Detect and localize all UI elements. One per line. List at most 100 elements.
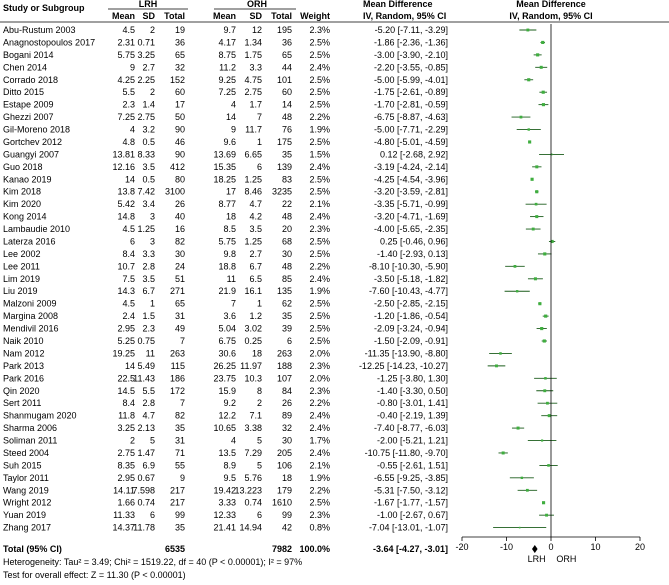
sd1-cell: 2 bbox=[150, 87, 155, 97]
point-estimate bbox=[545, 513, 548, 517]
study-name: Shanmugam 2020 bbox=[3, 411, 77, 421]
total2-cell: 195 bbox=[277, 25, 292, 35]
group2-header: ORH bbox=[247, 0, 267, 9]
study-name: Qin 2020 bbox=[3, 386, 40, 396]
weight-cell: 2.5% bbox=[309, 100, 330, 110]
sd1-cell: 2.13 bbox=[137, 423, 155, 433]
mean1-header: Mean bbox=[112, 11, 135, 21]
md-ci-cell: -6.75 [-8.87, -4.63] bbox=[374, 112, 448, 122]
mean1-cell: 2.95 bbox=[117, 324, 135, 334]
study-name: Mendivil 2016 bbox=[3, 324, 59, 334]
sd2-cell: 1 bbox=[257, 299, 262, 309]
weight-cell: 2.5% bbox=[309, 336, 330, 346]
md-ci-cell: -0.80 [-3.01, 1.41] bbox=[377, 398, 448, 408]
md-ci-cell: -0.55 [-2.61, 1.51] bbox=[377, 460, 448, 470]
mean2-cell: 18.25 bbox=[213, 174, 236, 184]
table-row: Nam 2012 19.25 11 263 30.6 18 263 2.0% -11.35 [-… bbox=[3, 348, 448, 358]
sd2-cell: 3.5 bbox=[249, 224, 262, 234]
table-row: Steed 2004 2.75 1.47 71 13.5 7.29 205 2.4% -10.7… bbox=[3, 448, 448, 458]
weight-cell: 2.2% bbox=[309, 398, 330, 408]
table-row: Yuan 2019 11.33 6 99 12.33 6 99 2.3% -1.00 [-2.6… bbox=[3, 510, 448, 520]
weight-cell: 1.9% bbox=[309, 286, 330, 296]
sd2-cell: 2.7 bbox=[249, 249, 262, 259]
mean2-cell: 26.25 bbox=[213, 361, 236, 371]
sd2-cell: 8.46 bbox=[244, 187, 262, 197]
mean1-cell: 4.25 bbox=[117, 75, 135, 85]
sd2-cell: 7 bbox=[257, 112, 262, 122]
md-ci-cell: -3.00 [-3.90, -2.10] bbox=[374, 50, 448, 60]
study-name: Ditto 2015 bbox=[3, 87, 44, 97]
mean2-cell: 9.7 bbox=[223, 25, 236, 35]
weight-header: Weight bbox=[300, 11, 330, 21]
mean2-cell: 14 bbox=[226, 112, 236, 122]
mean2-cell: 10.65 bbox=[213, 423, 236, 433]
md-ci-cell: -1.75 [-2.61, -0.89] bbox=[374, 87, 448, 97]
mean1-cell: 2.75 bbox=[117, 448, 135, 458]
table-row: Lee 2002 8.4 3.3 30 9.8 2.7 30 2.5% -1.40 [-2.93… bbox=[3, 249, 448, 259]
study-name: Lee 2011 bbox=[3, 261, 40, 271]
total2-cell: 30 bbox=[282, 249, 292, 259]
mean1-cell: 19.25 bbox=[112, 348, 135, 358]
sd2-cell: 6 bbox=[257, 162, 262, 172]
total2-cell: 32 bbox=[282, 423, 292, 433]
total1-cell: 30 bbox=[175, 249, 185, 259]
point-estimate bbox=[535, 190, 539, 194]
sd1-cell: 11 bbox=[146, 348, 155, 358]
study-name: Anagnostopoulos 2017 bbox=[3, 37, 95, 47]
point-estimate bbox=[536, 53, 540, 57]
total1-cell: 65 bbox=[175, 50, 185, 60]
weight-cell: 2.0% bbox=[309, 373, 330, 383]
x-tick-label: -10 bbox=[500, 542, 513, 552]
md-ci-cell: -5.31 [-7.50, -3.12] bbox=[374, 485, 448, 495]
table-row: Guo 2018 12.16 3.5 412 15.35 6 139 2.4% -3.19 [-… bbox=[3, 162, 448, 172]
total2-cell: 18 bbox=[282, 473, 292, 483]
overall-effect-text: Test for overall effect: Z = 11.30 (P < … bbox=[3, 570, 186, 580]
study-name: Bogani 2014 bbox=[3, 50, 54, 60]
study-name: Corrado 2018 bbox=[3, 75, 58, 85]
sd2-cell: 6.7 bbox=[249, 261, 262, 271]
sd1-cell: 6 bbox=[150, 510, 155, 520]
point-estimate bbox=[539, 65, 543, 69]
weight-cell: 2.4% bbox=[309, 448, 330, 458]
sd1-cell: 8.33 bbox=[137, 149, 155, 159]
mean2-cell: 8.5 bbox=[223, 224, 236, 234]
total1-cell: 172 bbox=[170, 386, 185, 396]
table-row: Bogani 2014 5.75 3.25 65 8.75 1.75 65 2.5% -3.00… bbox=[3, 50, 448, 60]
sd1-header: SD bbox=[142, 11, 155, 21]
total2-cell: 175 bbox=[277, 137, 292, 147]
total1-cell: 82 bbox=[175, 411, 185, 421]
sd1-cell: 3.5 bbox=[142, 162, 155, 172]
mean2-cell: 13.69 bbox=[213, 149, 236, 159]
sd1-cell: 2.25 bbox=[137, 75, 155, 85]
total2-cell: 68 bbox=[282, 236, 292, 246]
sd1-cell: 5 bbox=[150, 436, 155, 446]
total1-cell: 26 bbox=[175, 199, 185, 209]
study-name: Ghezzi 2007 bbox=[3, 112, 54, 122]
weight-cell: 2.1% bbox=[309, 460, 330, 470]
mean2-cell: 9.5 bbox=[223, 473, 236, 483]
sd1-cell: 2.75 bbox=[137, 112, 155, 122]
sd2-cell: 6 bbox=[257, 510, 262, 520]
mean1-cell: 14.11 bbox=[113, 485, 135, 495]
sd1-cell: 7.42 bbox=[137, 187, 155, 197]
study-name: Chen 2014 bbox=[3, 62, 47, 72]
total2-header: Total bbox=[271, 11, 292, 21]
sd2-cell: 7.1 bbox=[249, 411, 262, 421]
total2-cell: 35 bbox=[282, 311, 292, 321]
md-ci-cell: -1.50 [-2.09, -0.91] bbox=[374, 336, 448, 346]
x-tick-label: -20 bbox=[455, 542, 468, 552]
point-estimate bbox=[547, 464, 550, 467]
point-estimate bbox=[542, 339, 546, 343]
sd2-cell: 1.7 bbox=[249, 100, 262, 110]
weight-cell: 2.3% bbox=[309, 386, 330, 396]
total1-cell: 82 bbox=[175, 236, 185, 246]
favours-right-label: ORH bbox=[556, 554, 576, 564]
mean1-cell: 5.42 bbox=[117, 199, 135, 209]
total2-cell: 44 bbox=[282, 62, 292, 72]
md-ci-cell: -3.19 [-4.24, -2.14] bbox=[374, 162, 448, 172]
study-name: Wang 2019 bbox=[3, 485, 49, 495]
mean1-cell: 3.25 bbox=[117, 423, 135, 433]
study-name: Kim 2018 bbox=[3, 187, 41, 197]
mean2-cell: 21.41 bbox=[213, 523, 236, 533]
